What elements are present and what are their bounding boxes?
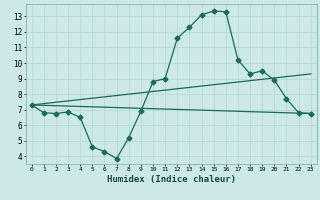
X-axis label: Humidex (Indice chaleur): Humidex (Indice chaleur) bbox=[107, 175, 236, 184]
